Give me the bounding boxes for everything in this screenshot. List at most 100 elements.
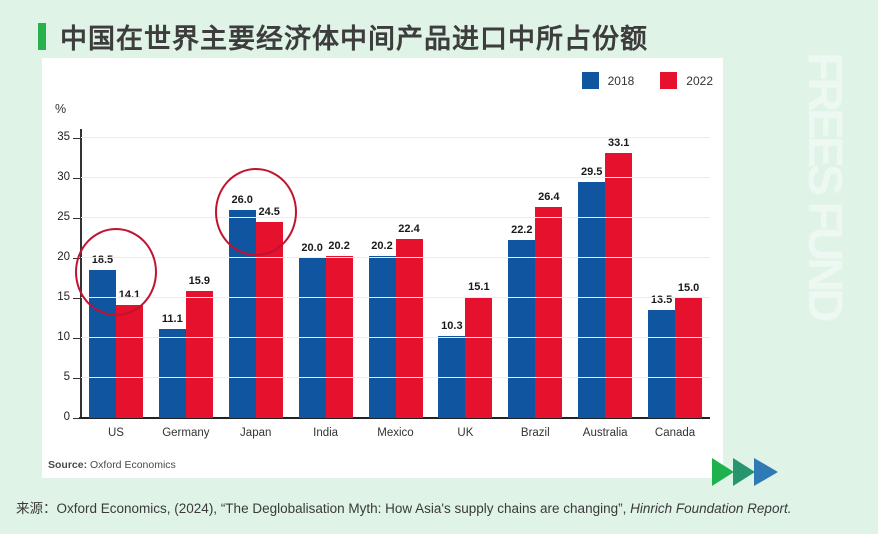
chart-legend: 2018 2022 [581, 72, 713, 89]
bar-group-Australia: 29.5 33.1 Australia [570, 137, 640, 439]
y-tick-label-0: 0 [63, 411, 70, 423]
watermark-text: FREES FUND [798, 52, 851, 319]
plot-area: 18.5 14.1 US 11.1 15.9 Germany 26.0 24.5 Japan 20… [57, 129, 710, 439]
y-axis-unit-label: % [55, 102, 67, 116]
bar-group-Mexico: 20.2 22.4 Mexico [361, 138, 431, 439]
legend-swatch-2018 [581, 72, 599, 89]
x-axis-line [79, 417, 710, 419]
y-tick-label-25: 25 [57, 211, 70, 223]
bar-2022-Brazil: 26.4 [535, 191, 563, 418]
bar-value-2018-Mexico: 20.2 [371, 240, 393, 253]
bar-pair-UK: 10.3 15.1 [430, 281, 500, 418]
x-label-US: US [107, 427, 124, 439]
gridline-10 [81, 337, 710, 338]
bar-pair-US: 18.5 14.1 [81, 254, 151, 418]
bar-pair-Mexico: 20.2 22.4 [361, 223, 431, 418]
bar-value-2018-Germany: 11.1 [161, 313, 183, 326]
bar-value-2022-India: 20.2 [328, 240, 350, 253]
bar-group-Germany: 11.1 15.9 Germany [151, 138, 221, 439]
bar-2018-Germany: 11.1 [158, 313, 186, 418]
bar-2018-UK: 10.3 [438, 320, 466, 418]
bar-group-India: 20.0 20.2 India [291, 138, 361, 439]
y-tick-15 [73, 297, 80, 299]
bar-2022-Australia: 33.1 [605, 137, 633, 418]
bar-pair-Japan: 26.0 24.5 [221, 194, 291, 418]
bar-2018-Canada: 13.5 [648, 294, 676, 418]
bar-2018-India: 20.0 [298, 242, 326, 418]
bar-pair-Australia: 29.5 33.1 [570, 137, 640, 418]
bar-2022-Canada: 15.0 [675, 282, 703, 418]
gridline-35 [81, 137, 710, 138]
bar-value-2018-US: 18.5 [91, 254, 114, 266]
footer-citation-text: Oxford Economics, (2024), “The Deglobali… [56, 501, 631, 516]
y-tick-10 [73, 337, 80, 339]
y-tick-label-30: 30 [57, 171, 70, 183]
x-label-India: India [313, 427, 339, 439]
arrow-teal-icon [733, 458, 755, 486]
gridline-15 [81, 297, 710, 298]
footer-prefix: 来源： [16, 501, 57, 516]
bar-2022-Germany: 15.9 [185, 275, 213, 418]
chart-card: 2018 2022 % 18.5 14.1 US 11.1 15.9 Germany 26.0… [42, 58, 723, 478]
bar-value-2022-Japan: 24.5 [258, 206, 280, 218]
title-accent-bar [38, 23, 46, 50]
y-tick-5 [73, 377, 80, 379]
bar-group-US: 18.5 14.1 US [81, 138, 151, 439]
x-label-Canada: Canada [654, 427, 696, 439]
bar-pair-Germany: 11.1 15.9 [151, 275, 221, 418]
y-tick-0 [73, 417, 80, 419]
chart-source: Source: Oxford Economics [48, 459, 176, 471]
footer-citation-italic: Hinrich Foundation Report. [630, 501, 792, 516]
bar-value-2022-US: 14.1 [118, 289, 141, 302]
x-label-UK: UK [457, 427, 474, 439]
bar-group-Canada: 13.5 15.0 Canada [640, 138, 710, 439]
bar-value-2022-Germany: 15.9 [188, 274, 211, 287]
y-axis-line [80, 129, 82, 418]
source-label: Source: [48, 459, 88, 471]
bar-2022-Japan: 24.5 [255, 206, 283, 418]
bar-value-2018-Canada: 13.5 [650, 294, 673, 306]
x-label-Australia: Australia [582, 427, 628, 439]
bar-pair-Brazil: 22.2 26.4 [500, 191, 570, 418]
bar-value-2022-Canada: 15.0 [677, 282, 700, 294]
x-label-Brazil: Brazil [520, 427, 550, 439]
bar-value-2022-Mexico: 22.4 [398, 222, 420, 235]
bar-value-2022-UK: 15.1 [468, 281, 490, 294]
legend-label-2022: 2022 [686, 73, 713, 88]
gridline-5 [81, 377, 710, 378]
title-block: 中国在世界主要经济体中间产品进口中所占份额 [38, 17, 648, 56]
x-label-Mexico: Mexico [377, 427, 414, 439]
bar-2022-US: 14.1 [115, 289, 143, 418]
bar-2022-Mexico: 22.4 [395, 223, 423, 418]
gridline-25 [81, 217, 710, 218]
y-tick-label-15: 15 [57, 291, 70, 303]
bar-value-2018-UK: 10.3 [441, 319, 463, 332]
bar-group-Brazil: 22.2 26.4 Brazil [500, 138, 570, 439]
footer-citation: 来源：Oxford Economics, (2024), “The Deglob… [16, 497, 791, 517]
y-tick-30 [73, 177, 80, 179]
y-tick-label-35: 35 [57, 131, 70, 143]
bar-groups: 18.5 14.1 US 11.1 15.9 Germany 26.0 24.5 Japan 20… [81, 137, 710, 439]
bar-value-2022-Brazil: 26.4 [538, 190, 560, 203]
bar-pair-Canada: 13.5 15.0 [640, 282, 710, 418]
legend-item-2022: 2022 [660, 72, 713, 89]
y-tick-35 [73, 137, 80, 139]
source-text: Oxford Economics [90, 459, 176, 471]
bar-2018-US: 18.5 [88, 254, 116, 418]
bar-value-2018-India: 20.0 [301, 242, 323, 254]
legend-item-2018: 2018 [581, 72, 635, 89]
y-tick-label-20: 20 [57, 251, 70, 263]
bar-2018-Brazil: 22.2 [508, 224, 536, 418]
bar-value-2022-Australia: 33.1 [607, 137, 630, 150]
bar-value-2018-Brazil: 22.2 [511, 224, 533, 237]
legend-label-2018: 2018 [607, 73, 635, 88]
bar-2018-Japan: 26.0 [228, 194, 256, 418]
arrow-green-icon [712, 458, 734, 486]
y-tick-label-10: 10 [57, 331, 70, 343]
y-tick-label-5: 5 [63, 371, 70, 383]
page-title: 中国在世界主要经济体中间产品进口中所占份额 [60, 24, 648, 54]
bar-value-2018-Japan: 26.0 [231, 194, 253, 206]
legend-swatch-2022 [660, 72, 678, 89]
bar-2018-Australia: 29.5 [578, 166, 606, 418]
